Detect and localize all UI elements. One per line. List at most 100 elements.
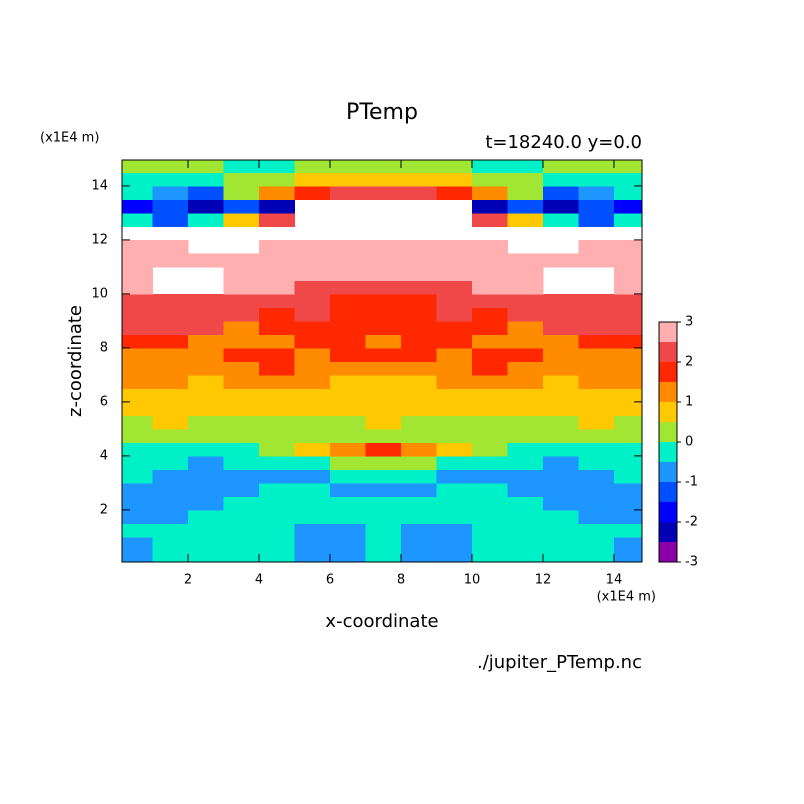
contour-cell [400,401,438,417]
contour-cell [400,347,438,363]
contour-cell [152,401,189,417]
contour-cell [400,160,438,174]
contour-cell [152,212,189,228]
contour-cell [471,469,509,484]
contour-cell [507,496,544,511]
chart-title: PTemp [346,100,418,125]
contour-cell [507,347,544,363]
contour-cell [223,334,260,349]
contour-cell [365,442,402,457]
contour-cell [188,226,224,240]
contour-cell [223,293,260,309]
contour-cell [365,550,402,562]
contour-cell [365,226,401,240]
contour-cell [259,523,296,538]
colorbar-tick-label: 1 [685,395,693,410]
contour-cell [122,428,154,443]
contour-cell [471,442,509,457]
contour-cell [330,160,367,174]
contour-cell [330,388,367,403]
contour-cell [543,280,579,294]
contour-cell [613,266,642,282]
contour-cell [152,482,189,497]
contour-cell [152,509,189,524]
contour-cell [188,482,225,497]
contour-cell [294,388,331,403]
contour-cell [294,509,331,524]
contour-cell [294,253,331,268]
contour-cell [259,347,296,363]
contour-cell [259,293,296,309]
x-tick-label: 10 [464,573,481,588]
x-tick-label: 12 [535,573,552,588]
contour-cell [436,361,473,376]
contour-cell [543,226,579,240]
contour-cell [188,401,225,417]
contour-cell [542,361,580,376]
contour-cell [400,239,438,255]
contour-cell [436,388,473,403]
contour-cell [436,469,473,484]
contour-cell [330,293,367,309]
contour-cell [294,239,331,255]
contour-cell [294,347,331,363]
contour-cell [259,536,296,551]
contour-cell [122,239,154,255]
contour-cell [330,428,367,443]
contour-cell [542,428,580,443]
contour-cell [152,307,189,322]
contour-cell [471,509,509,524]
contour-cell [188,199,225,214]
contour-cell [542,536,580,551]
contour-cell [507,199,544,214]
contour-cell [542,496,580,511]
contour-cell [294,428,331,443]
contour-cell [259,226,295,240]
contour-cell [188,240,224,254]
contour-cell [578,267,614,281]
contour-cell [294,550,331,562]
contour-cell [542,334,580,349]
y-tick-label: 12 [91,232,108,247]
contour-cell [330,320,367,336]
y-tick-label: 6 [100,394,108,409]
contour-cell [613,253,642,268]
contour-cell [436,347,473,363]
colorbar-band [659,322,677,342]
chart-subtitle: t=18240.0 y=0.0 [485,132,642,153]
contour-cell [365,266,402,282]
contour-cell [294,361,331,376]
contour-cell [122,185,154,201]
contour-cell [259,388,296,403]
contour-cell [507,185,544,201]
contour-cell [152,172,189,187]
contour-cell [578,374,615,390]
contour-cell [613,307,642,322]
contour-cell [543,267,579,281]
contour-cell [400,482,438,497]
contour-cell [507,442,544,457]
contour-cell [436,199,472,213]
contour-cell [330,455,367,470]
contour-cell [365,253,402,268]
contour-cell [330,401,367,417]
contour-cell [578,523,615,538]
contour-cell [122,212,154,228]
contour-cell [471,334,509,349]
contour-cell [542,509,580,524]
contour-cell [330,239,367,255]
contour-cell [365,509,402,524]
contour-cell [294,266,331,282]
contour-cell [294,280,331,295]
contour-cell [152,347,189,363]
contour-cell [578,482,615,497]
contour-cell [401,226,437,240]
contour-cell [259,482,296,497]
colorbar-band [659,442,677,462]
contour-cell [223,469,260,484]
contour-cell [259,307,296,322]
colorbar-band [659,342,677,362]
contour-cell [507,226,543,240]
contour-cell [613,361,642,376]
contour-cell [471,401,509,417]
